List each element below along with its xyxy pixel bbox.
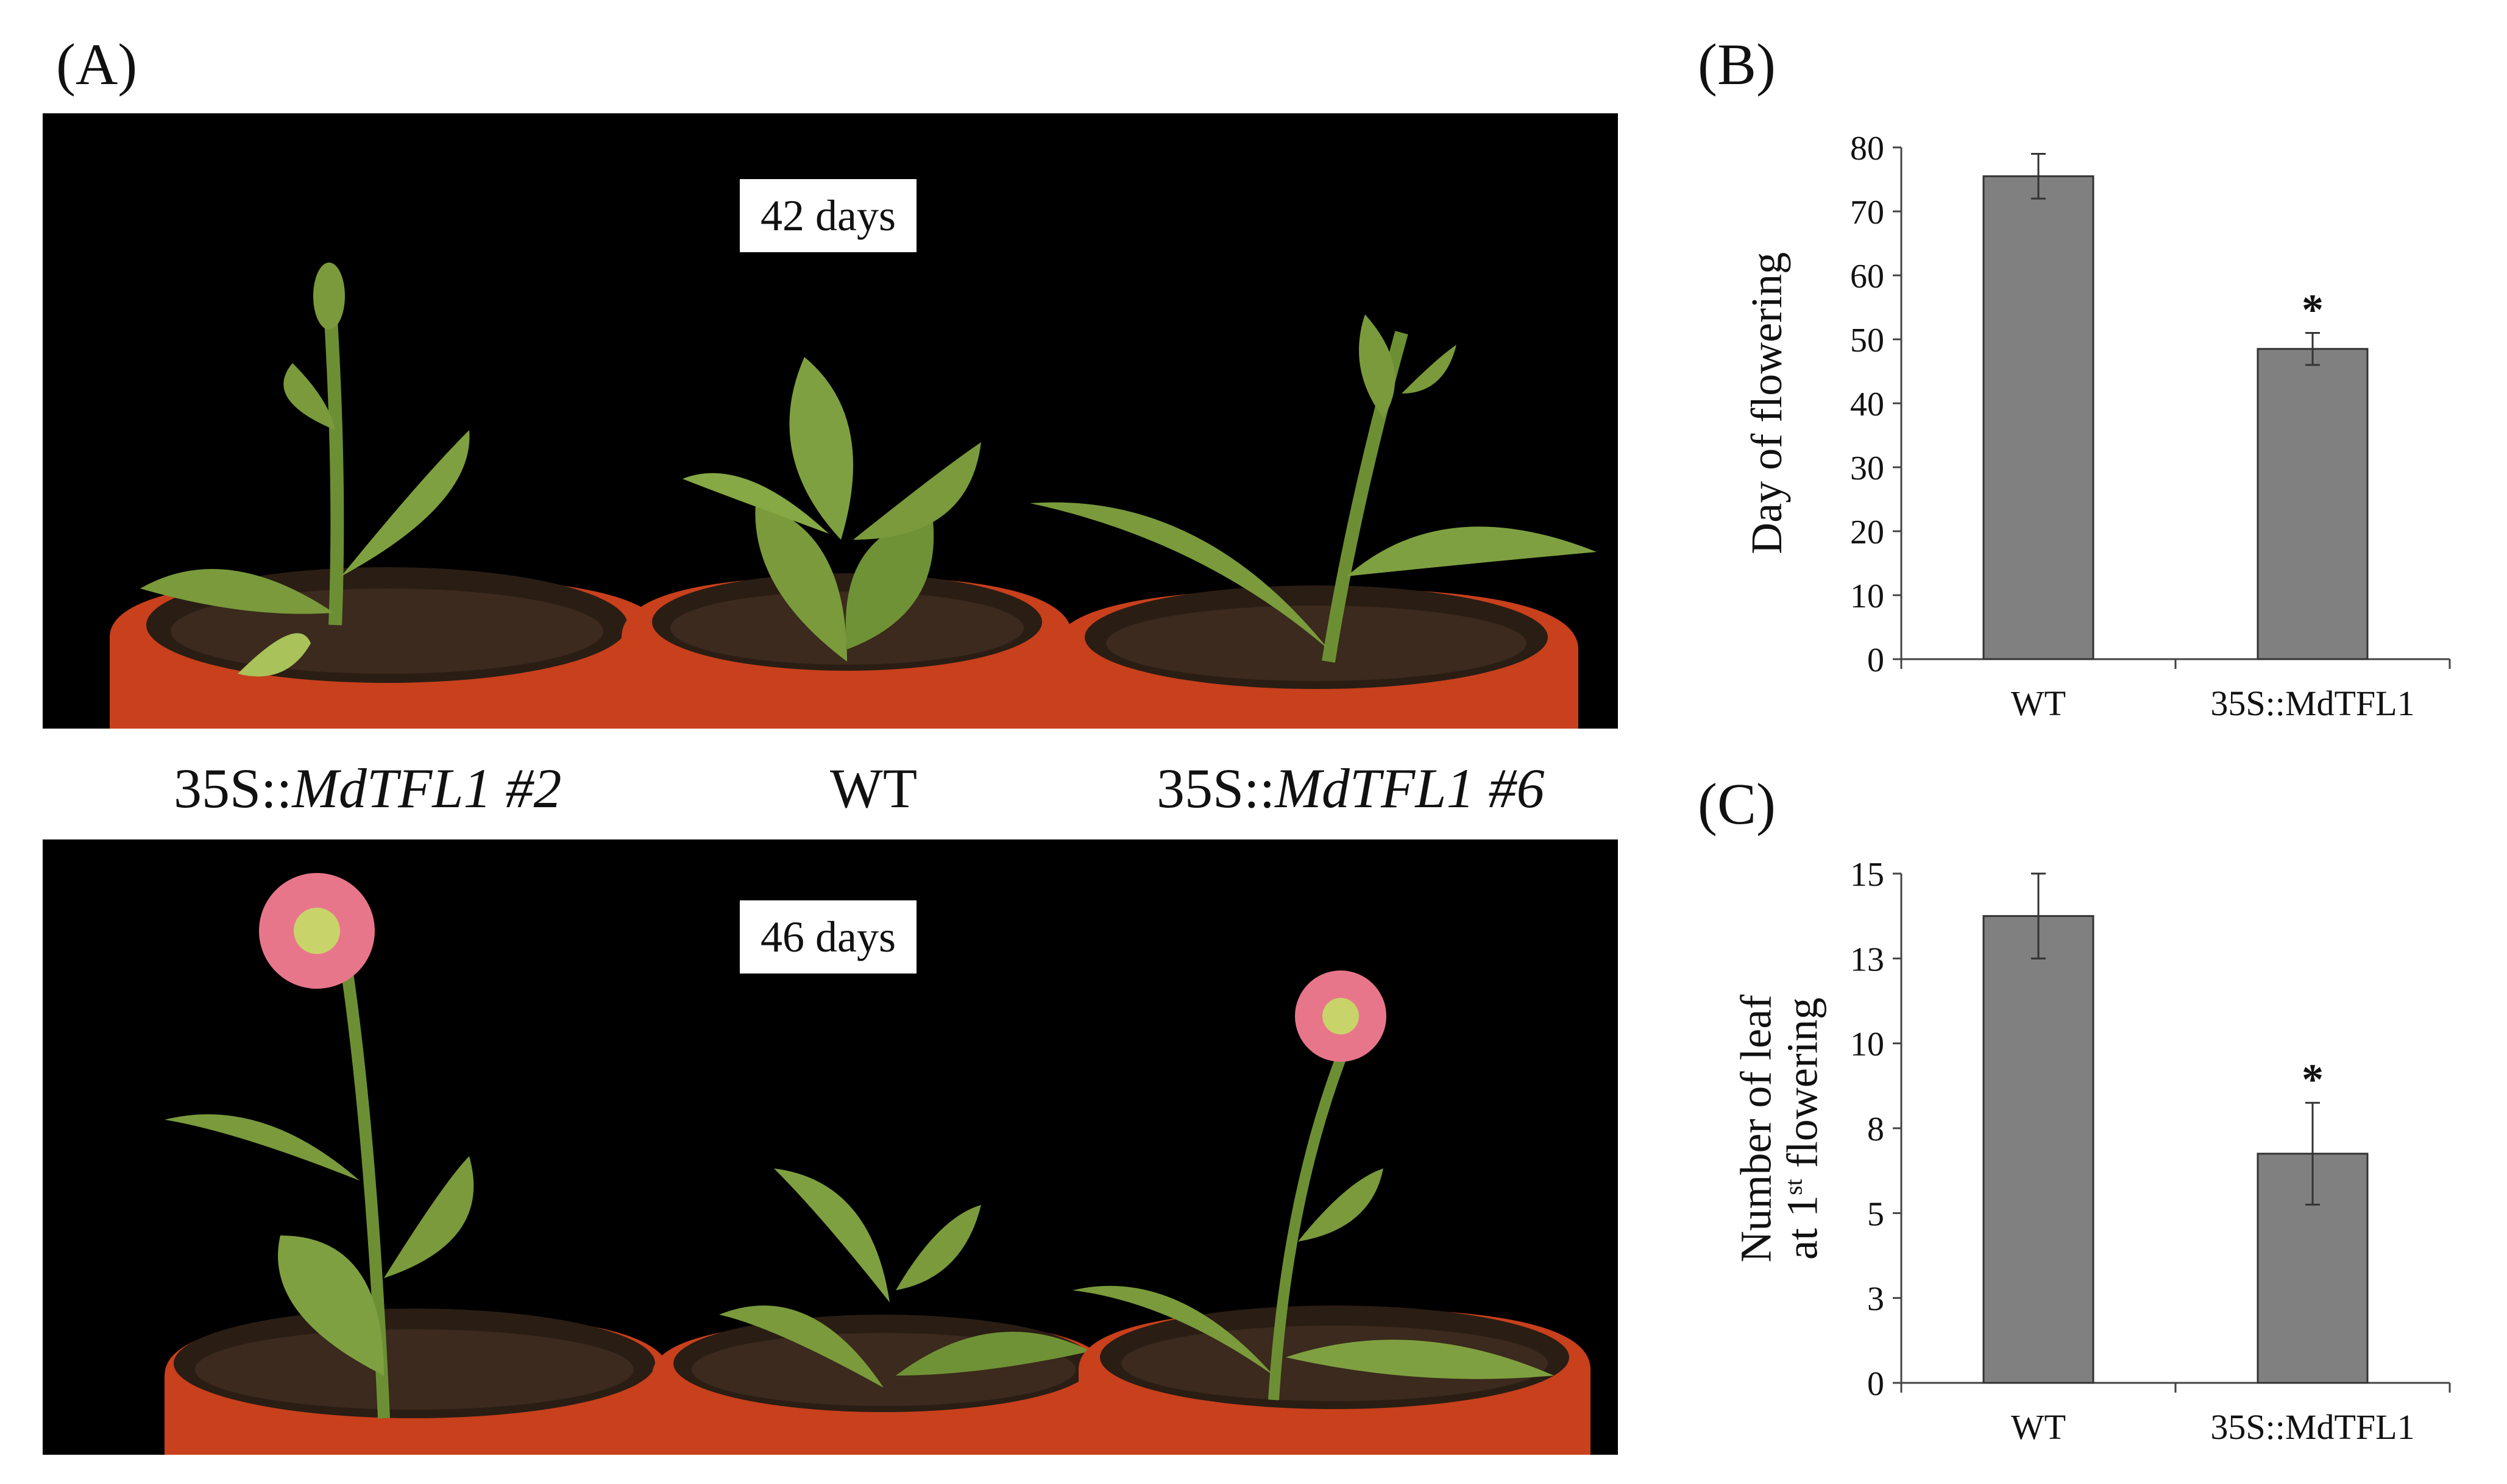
y-tick-label: 60 xyxy=(1850,258,1884,295)
y-tick-label: 15 xyxy=(1850,856,1884,894)
y-tick-label: 80 xyxy=(1850,130,1884,168)
y-tick-label: 3 xyxy=(1867,1281,1884,1318)
y-tick-label: 10 xyxy=(1850,1026,1884,1064)
y-tick-label: 70 xyxy=(1850,194,1884,231)
day-label-46: 46 days xyxy=(740,900,917,973)
panel-b-letter: (B) xyxy=(1698,32,1776,97)
y-tick-label: 8 xyxy=(1867,1111,1884,1148)
chart-day-of-flowering: Day of flowering 0 10 20 30 40 50 60 70 80 WT * 35S… xyxy=(1718,110,2474,755)
plant-illustration-46-days xyxy=(165,873,1590,1455)
x-tick-label: 35S::MdTFL1 xyxy=(2210,1407,2414,1447)
y-tick-label: 0 xyxy=(1867,1365,1884,1403)
chart-number-of-leaf: Number of leaf at 1st flowering 0 3 5 8 10 13… xyxy=(1718,835,2474,1456)
y-tick-label: 20 xyxy=(1850,514,1884,551)
day-label-42: 42 days xyxy=(740,179,917,252)
x-tick-label: 35S::MdTFL1 xyxy=(2210,684,2414,723)
y-tick-label: 10 xyxy=(1850,578,1884,615)
y-tick-label: 5 xyxy=(1867,1195,1884,1233)
bar-WT xyxy=(1982,175,2094,660)
y-tick-label: 0 xyxy=(1867,641,1884,679)
panel-a-letter: (A) xyxy=(56,32,138,97)
plant-illustration-42-days xyxy=(110,263,1597,729)
plant-photo-46-days: 46 days xyxy=(43,839,1618,1455)
significance-marker: * xyxy=(2302,286,2324,334)
x-tick-label: WT xyxy=(2011,684,2066,723)
genotype-label-2: WT xyxy=(830,757,918,819)
plant-photo-42-days: 42 days xyxy=(43,113,1618,729)
y-tick-label: 50 xyxy=(1850,322,1884,359)
genotype-label-1: 35S::MdTFL1 #2 xyxy=(174,757,562,819)
panel-c-letter: (C) xyxy=(1698,771,1776,836)
x-tick-label: WT xyxy=(2011,1407,2066,1447)
y-tick-label: 13 xyxy=(1850,941,1884,978)
y-tick-label: 30 xyxy=(1850,450,1884,487)
bar-35S::MdTFL1 xyxy=(2257,348,2369,660)
bar-WT xyxy=(1982,915,2094,1384)
y-tick-label: 40 xyxy=(1850,386,1884,423)
significance-marker: * xyxy=(2302,1055,2324,1104)
genotype-label-3: 35S::MdTFL1 #6 xyxy=(1157,757,1545,819)
